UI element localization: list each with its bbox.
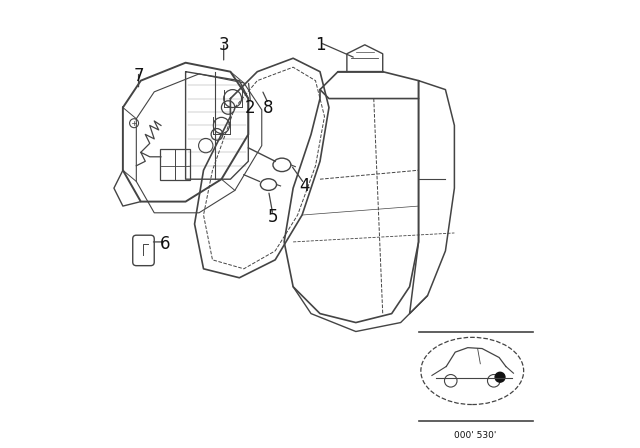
Text: 000' 530': 000' 530' xyxy=(454,431,497,440)
Text: 4: 4 xyxy=(299,177,310,195)
Text: 6: 6 xyxy=(160,235,171,253)
Circle shape xyxy=(495,372,505,382)
Text: 5: 5 xyxy=(268,208,278,226)
Text: 7: 7 xyxy=(133,67,144,85)
Text: 2: 2 xyxy=(245,99,256,116)
Text: 3: 3 xyxy=(218,36,229,54)
Text: 8: 8 xyxy=(263,99,274,116)
Text: 1: 1 xyxy=(315,36,325,54)
